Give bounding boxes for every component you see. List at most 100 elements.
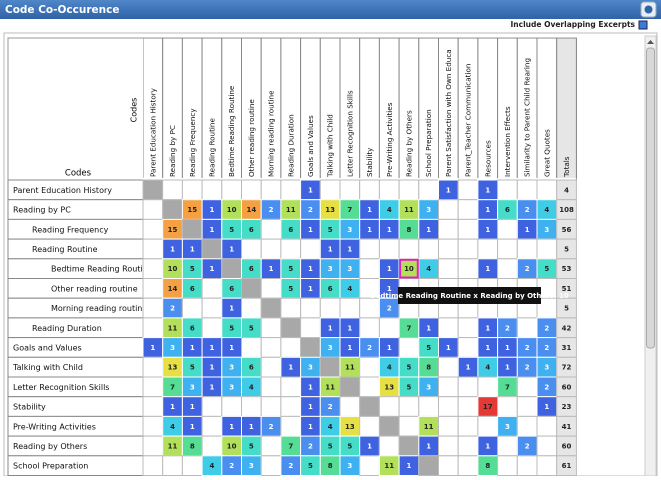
row-total: 5 [564,245,569,253]
empty-cell [359,179,380,201]
hover-highlight [399,258,419,279]
cell-value: 1 [190,423,195,431]
diagonal-cell [260,297,282,319]
row-total: 72 [562,364,572,372]
empty-cell [516,376,538,398]
row-label: Other reading routine [51,284,138,293]
row-label: Goals and Values [13,343,82,352]
cell-value: 17 [483,403,493,411]
diagonal-cell [221,258,243,279]
empty-cell [280,415,302,437]
empty-cell [398,415,420,437]
empty-cell [516,317,538,339]
column-header-label: Totals [562,156,571,178]
empty-cell [438,396,459,417]
cell-value: 1 [407,462,412,470]
cell-value: 11 [424,423,434,431]
cell-value: 2 [269,206,274,214]
cell-value: 6 [505,206,510,214]
cell-value: 1 [308,265,313,273]
cell-value: 11 [404,206,414,214]
cell-value: 5 [328,442,333,450]
empty-cell [457,396,479,417]
empty-cell [438,317,459,339]
scroll-up-arrow[interactable] [647,40,654,44]
row-total: 60 [562,383,572,391]
empty-cell [142,258,164,279]
column-header-label: Letter Recognition Skills [345,90,354,177]
cell-value: 1 [446,344,451,352]
column-header-label: Bedtime Reading Routine [227,85,236,177]
cell-value: 3 [328,265,333,273]
cell-value: 2 [288,462,293,470]
cell-value: 5 [308,462,313,470]
column-header-label: Similarity to Parent Child Rearing [523,58,532,177]
empty-cell [162,455,183,476]
column-header-label: Reading Routine [207,118,216,177]
empty-cell [457,179,479,201]
row-label: Stability [13,403,46,412]
cell-value: 1 [308,403,313,411]
corner-row-label: Codes [65,169,92,179]
empty-cell [457,455,479,476]
cell-value: 5 [190,265,195,273]
empty-cell [359,356,380,378]
column-header-label: Intervention Effects [503,106,512,177]
cell-value: 6 [328,285,333,293]
cell-value: 8 [485,462,490,470]
diagonal-cell [319,356,341,378]
empty-cell [359,258,380,279]
empty-cell [280,337,302,358]
cell-value: 5 [229,226,234,234]
cell-value: 6 [190,285,195,293]
empty-cell [241,179,262,201]
empty-cell [516,415,538,437]
corner-column-label: Codes [130,98,139,123]
empty-cell [359,415,380,437]
cell-value: 5 [347,442,352,450]
overlap-checkbox[interactable] [638,20,648,30]
row-label: Pre-Writing Activities [13,422,96,431]
cell-value: 1 [308,226,313,234]
empty-cell [201,297,223,319]
cell-value: 1 [426,324,431,332]
empty-cell [221,396,243,417]
scroll-thumb[interactable] [646,47,655,349]
cell-value: 3 [426,383,431,391]
cell-value: 1 [466,364,471,372]
empty-cell [398,396,420,417]
empty-cell [477,238,499,260]
row-total: 23 [562,403,572,411]
empty-cell [142,356,164,378]
cell-value: 15 [168,226,178,234]
column-header-label: School Preparation [424,109,433,177]
empty-cell [201,396,223,417]
cell-value: 3 [347,462,352,470]
cell-value: 5 [407,383,412,391]
empty-cell [497,435,518,457]
cell-value: 6 [249,364,254,372]
row-total: 4 [564,186,569,194]
cell-value: 1 [210,344,215,352]
cell-value: 1 [308,285,313,293]
cell-value: 3 [229,364,234,372]
cell-value: 7 [170,383,175,391]
cell-value: 10 [168,265,178,273]
empty-cell [378,396,400,417]
cell-value: 8 [407,226,412,234]
empty-cell [339,297,361,319]
cell-value: 3 [308,364,313,372]
empty-cell [280,238,302,260]
diagonal-cell [201,238,223,260]
cell-value: 5 [249,442,254,450]
cell-value: 1 [485,206,490,214]
cell-value: 1 [229,423,234,431]
empty-cell [398,238,420,260]
empty-cell [201,278,223,299]
diagonal-cell [359,396,380,417]
row-label: Talking with Child [12,363,83,372]
row-label: Reading by Others [13,442,87,451]
cell-value: 6 [249,265,254,273]
empty-cell [241,396,262,417]
